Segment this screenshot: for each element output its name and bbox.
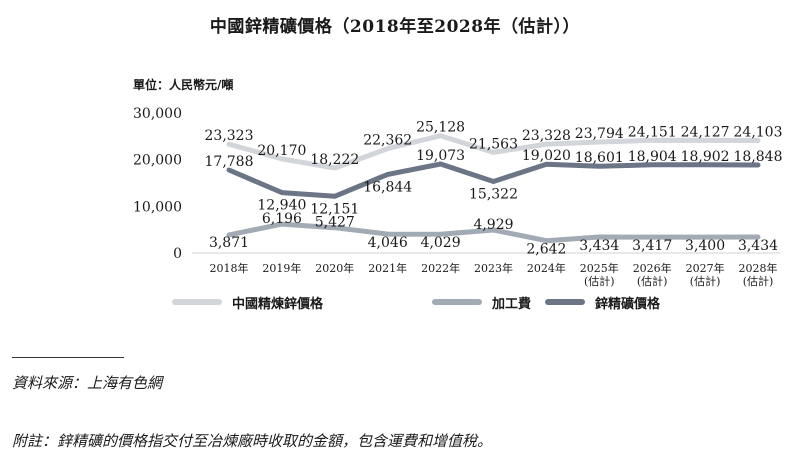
data-label-zinc-concentrate: 12,940 [257, 198, 306, 214]
data-label-refined-zinc: 23,323 [205, 128, 254, 144]
data-label-zinc-concentrate: 18,601 [575, 150, 624, 166]
x-tick-label: 2023年 [474, 261, 513, 275]
legend-label-processing-fee: 加工費 [492, 296, 532, 312]
x-tick-label: 2028年 [739, 261, 778, 275]
x-tick-label: 2018年 [210, 261, 249, 275]
data-label-processing-fee: 3,434 [738, 238, 778, 254]
data-label-processing-fee: 5,427 [315, 215, 355, 231]
legend-item-zinc-concentrate: 鋅精礦價格 [545, 292, 660, 312]
source-note: 資料來源：上海有色網 [12, 374, 163, 392]
data-label-refined-zinc: 23,328 [522, 128, 571, 144]
data-label-processing-fee: 6,196 [262, 211, 302, 227]
data-label-zinc-concentrate: 19,020 [522, 148, 571, 164]
legend-item-processing-fee: 加工費 [432, 292, 531, 312]
data-label-processing-fee: 3,417 [632, 238, 672, 254]
data-label-zinc-concentrate: 15,322 [469, 186, 518, 202]
data-label-zinc-concentrate: 18,902 [681, 149, 730, 165]
data-label-refined-zinc: 18,222 [310, 152, 359, 168]
data-label-refined-zinc: 22,362 [363, 133, 412, 149]
data-label-processing-fee: 4,929 [473, 217, 513, 233]
data-label-zinc-concentrate: 18,904 [628, 149, 677, 165]
data-label-refined-zinc: 24,103 [734, 125, 783, 141]
y-axis: 30,000 20,000 10,000 0 [133, 106, 182, 262]
data-labels: 23,32320,17018,22222,36225,12821,56323,3… [205, 120, 783, 258]
data-label-refined-zinc: 24,151 [628, 124, 677, 140]
x-tick-label: (估計) [637, 274, 668, 288]
x-tick-label: (估計) [584, 274, 615, 288]
x-tick-label: (估計) [690, 274, 721, 288]
legend-item-refined-zinc: 中國精煉鋅價格 [172, 292, 323, 312]
x-tick-label: 2022年 [421, 261, 460, 275]
x-tick-label: 2027年 [686, 261, 725, 275]
remark-note: 附註：鋅精礦的價格指交付至冶煉廠時收取的金額，包含運費和增值稅。 [12, 432, 493, 450]
data-label-processing-fee: 4,046 [368, 235, 408, 251]
data-label-zinc-concentrate: 17,788 [205, 154, 254, 170]
y-axis-unit-label: 單位：人民幣元/噸 [133, 78, 234, 92]
data-label-processing-fee: 4,029 [421, 235, 461, 251]
data-label-refined-zinc: 24,127 [681, 124, 730, 140]
data-label-refined-zinc: 20,170 [257, 143, 306, 159]
series-line-refined-zinc [226, 133, 761, 171]
data-label-processing-fee: 2,642 [526, 242, 566, 258]
legend-swatch-zinc-concentrate [545, 299, 585, 305]
series-lines [226, 133, 761, 244]
footnote-divider [12, 357, 124, 358]
data-label-processing-fee: 3,434 [579, 238, 619, 254]
data-label-processing-fee: 3,400 [685, 238, 725, 254]
data-label-processing-fee: 3,871 [209, 235, 249, 251]
chart-title: 中國鋅精礦價格（2018年至2028年（估計）） [209, 17, 581, 37]
legend-label-refined-zinc: 中國精煉鋅價格 [232, 296, 324, 312]
x-axis: 2018年 2019年 2020年 2021年 2022年 2023年 2024年 2025年… [210, 261, 778, 288]
x-tick-label: 2026年 [633, 261, 672, 275]
data-label-refined-zinc: 23,794 [575, 126, 624, 142]
y-tick-label: 30,000 [133, 106, 182, 122]
data-label-refined-zinc: 21,563 [469, 136, 518, 152]
x-tick-label: 2020年 [315, 261, 354, 275]
x-tick-label: 2019年 [262, 261, 301, 275]
legend-label-zinc-concentrate: 鋅精礦價格 [595, 296, 661, 312]
y-tick-label: 10,000 [133, 199, 182, 215]
data-label-zinc-concentrate: 16,844 [363, 179, 412, 195]
x-tick-label: (估計) [743, 274, 774, 288]
x-tick-label: 2025年 [580, 261, 619, 275]
x-tick-label: 2021年 [368, 261, 407, 275]
legend-swatch-processing-fee [432, 299, 482, 305]
series-line-processing-fee [226, 221, 761, 244]
data-label-zinc-concentrate: 12,151 [310, 201, 359, 217]
data-label-refined-zinc: 25,128 [416, 120, 465, 136]
y-tick-label: 0 [173, 246, 182, 262]
data-label-zinc-concentrate: 19,073 [416, 148, 465, 164]
legend-swatch-refined-zinc [172, 299, 222, 305]
line-chart: 30,000 20,000 10,000 0 2018年 2019年 2020年 2021年… [133, 106, 783, 288]
x-tick-label: 2024年 [527, 261, 566, 275]
data-label-zinc-concentrate: 18,848 [734, 149, 783, 165]
series-line-zinc-concentrate [226, 161, 761, 199]
y-tick-label: 20,000 [133, 153, 182, 169]
